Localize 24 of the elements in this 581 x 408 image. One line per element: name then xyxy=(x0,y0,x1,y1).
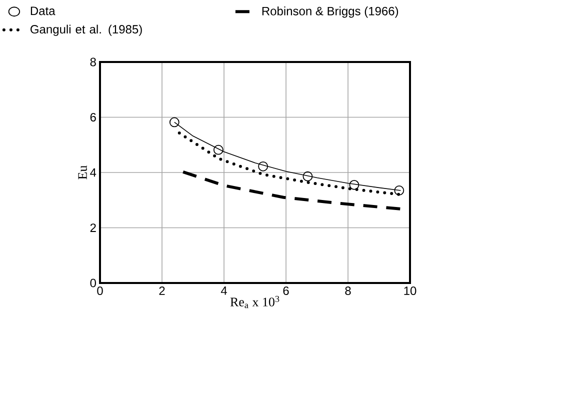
legend-label: Robinson & Briggs (1966) xyxy=(262,6,398,18)
point xyxy=(302,171,313,182)
x-tick-label: 8 xyxy=(345,286,351,296)
x-axis-title: Re$_{a}$ x 10$^{3}$ xyxy=(230,296,280,308)
legend-label: Ganguli et al. (1985) xyxy=(30,24,142,36)
point xyxy=(169,117,180,128)
y-tick-label: 6 xyxy=(90,113,96,122)
x-tick-label: 6 xyxy=(283,286,289,296)
x-tick-label: 0 xyxy=(97,286,103,296)
point xyxy=(394,186,404,196)
line-series xyxy=(178,132,402,196)
point xyxy=(258,161,268,172)
line-series xyxy=(182,170,402,210)
point xyxy=(213,144,224,155)
x-tick-label: 4 xyxy=(220,286,227,295)
point xyxy=(349,180,360,190)
y-tick-label: 2 xyxy=(90,224,96,232)
y-tick-label: 0 xyxy=(90,278,96,288)
y-tick-label: 8 xyxy=(90,58,96,66)
legend-label: Data xyxy=(30,6,56,16)
y-tick-label: 4 xyxy=(90,168,96,177)
x-tick-label: 10 xyxy=(404,286,416,296)
x-tick-label: 2 xyxy=(159,286,165,295)
y-axis-title: Eu xyxy=(78,166,87,180)
